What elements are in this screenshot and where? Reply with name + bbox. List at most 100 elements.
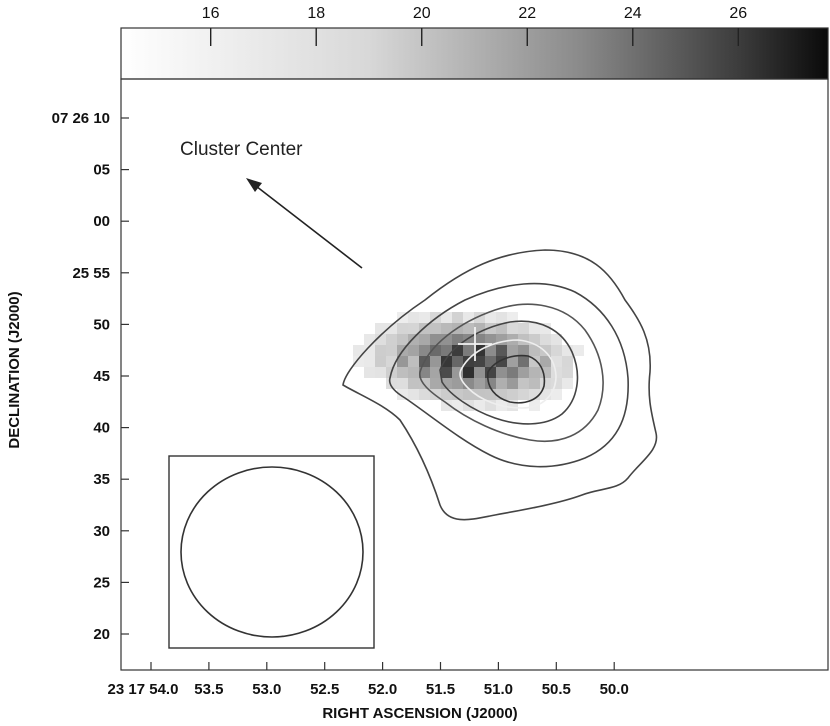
image-pixel [485, 334, 496, 345]
image-pixel [507, 378, 518, 389]
image-pixel [386, 334, 397, 345]
x-tick-label: 23 17 54.0 [108, 681, 179, 698]
contour-level-1 [342, 249, 658, 521]
cluster-center-arrow [246, 178, 363, 269]
image-pixel [485, 323, 496, 334]
image-pixel [507, 356, 518, 367]
image-pixel [463, 378, 474, 389]
colorbar-tick-label: 24 [624, 5, 642, 22]
image-pixel [507, 389, 518, 400]
y-tick-label: 07 26 10 [52, 110, 110, 127]
x-tick-label: 53.5 [194, 681, 223, 698]
contour-level-3 [419, 303, 604, 442]
cluster-center-label: Cluster Center [180, 139, 303, 160]
image-pixel [474, 378, 485, 389]
colorbar-tick-label: 22 [518, 5, 536, 22]
image-pixel [408, 389, 419, 400]
y-tick-label: 45 [93, 368, 110, 385]
image-pixel [364, 356, 375, 367]
image-pixel [397, 367, 408, 378]
contour-level-4 [439, 320, 579, 425]
image-pixel [540, 323, 551, 334]
image-pixel [474, 389, 485, 400]
image-pixel [430, 334, 441, 345]
image-pixel [441, 356, 452, 367]
image-pixel [419, 345, 430, 356]
image-pixel [507, 367, 518, 378]
image-pixel [518, 323, 529, 334]
image-pixel [441, 389, 452, 400]
image-pixel [485, 400, 496, 411]
image-pixel [540, 367, 551, 378]
image-pixel [474, 323, 485, 334]
y-tick-label: 00 [93, 213, 110, 230]
image-pixel [463, 367, 474, 378]
image-pixel [441, 400, 452, 411]
image-pixel [573, 345, 584, 356]
image-pixel [551, 378, 562, 389]
image-pixel [419, 367, 430, 378]
colorbar-tick-label: 18 [307, 5, 325, 22]
y-tick-label: 20 [93, 626, 110, 643]
image-pixel [419, 334, 430, 345]
image-pixel [485, 312, 496, 323]
y-axis-ticks: 07 26 10 05 00 25 55 50 45 40 35 30 25 20 [52, 110, 129, 643]
image-pixel [518, 334, 529, 345]
colorbar-tick-label: 20 [413, 5, 431, 22]
x-tick-label: 52.0 [368, 681, 397, 698]
image-pixel [463, 389, 474, 400]
image-pixel [375, 345, 386, 356]
image-pixel [452, 345, 463, 356]
colorbar-gradient [120, 27, 829, 80]
image-pixel [507, 323, 518, 334]
image-pixel [452, 389, 463, 400]
image-pixel [419, 378, 430, 389]
contour-level-6 [486, 354, 546, 404]
image-pixel [496, 334, 507, 345]
image-pixel [562, 356, 573, 367]
image-pixel [529, 345, 540, 356]
image-pixel [397, 389, 408, 400]
image-pixel [353, 356, 364, 367]
x-tick-label: 53.0 [252, 681, 281, 698]
y-tick-label: 40 [93, 420, 110, 437]
image-pixel [474, 334, 485, 345]
image-pixel [452, 400, 463, 411]
image-pixel [507, 345, 518, 356]
image-pixel [463, 334, 474, 345]
colorbar-tick-label: 16 [202, 5, 220, 22]
image-pixel [463, 323, 474, 334]
image-pixel [540, 378, 551, 389]
image-pixel [485, 356, 496, 367]
image-pixel [408, 367, 419, 378]
image-pixel [364, 367, 375, 378]
image-pixel [496, 312, 507, 323]
image-pixel [408, 323, 419, 334]
image-pixel [430, 345, 441, 356]
beam-ellipse [180, 466, 364, 638]
image-pixel [496, 367, 507, 378]
plot-frame [120, 78, 829, 671]
x-axis-title: RIGHT ASCENSION (J2000) [322, 705, 517, 722]
image-pixel [485, 367, 496, 378]
image-pixel [485, 378, 496, 389]
colorbar-ticks: 16 18 20 22 24 26 [202, 5, 747, 46]
image-pixel [463, 312, 474, 323]
image-pixel [551, 389, 562, 400]
image-pixel [430, 367, 441, 378]
image-pixel [540, 389, 551, 400]
x-tick-label: 50.0 [600, 681, 629, 698]
cross-marker [458, 327, 492, 361]
image-pixel [474, 400, 485, 411]
image-pixel [397, 378, 408, 389]
image-pixel [507, 312, 518, 323]
image-pixel [540, 334, 551, 345]
y-tick-label: 35 [93, 471, 110, 488]
image-pixel [364, 345, 375, 356]
image-pixel [364, 334, 375, 345]
image-pixel [386, 323, 397, 334]
image-pixel [540, 356, 551, 367]
image-pixel [540, 345, 551, 356]
image-pixel [452, 312, 463, 323]
image-pixel [485, 389, 496, 400]
